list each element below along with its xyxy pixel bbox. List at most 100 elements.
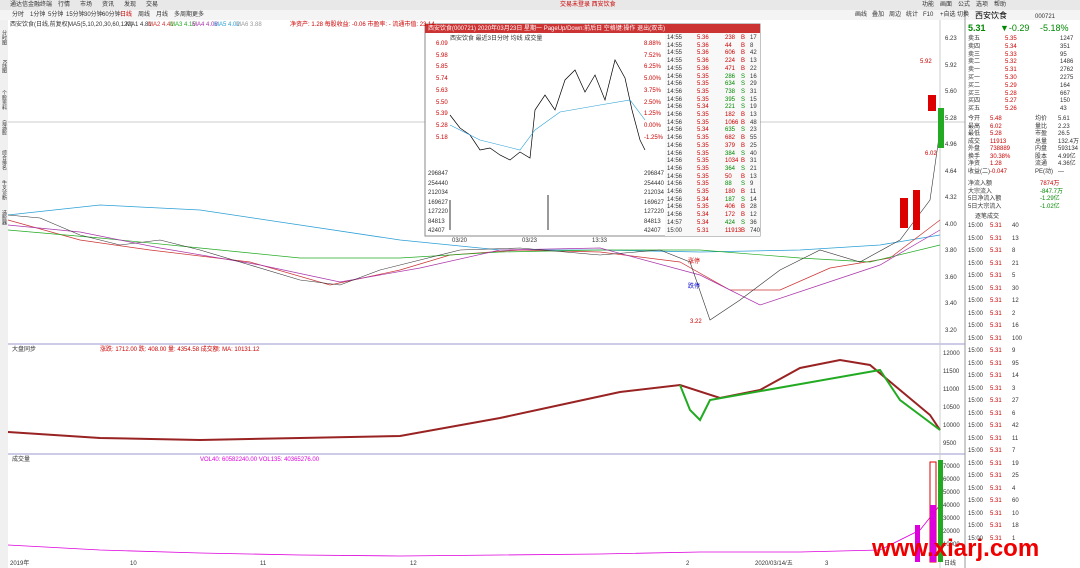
topbar-bg [0, 0, 1080, 10]
book-volume: 1247 [1060, 36, 1074, 42]
side-tab[interactable]: K线图 [1, 60, 7, 74]
tick-time: 14:56 [667, 150, 683, 157]
marker: 涨停 [688, 259, 701, 265]
y-tick-label: 3.60 [945, 274, 957, 281]
menu-item[interactable]: 画面 [940, 2, 953, 8]
period-tab[interactable]: 日线 [120, 12, 133, 18]
tick-count: 17 [750, 35, 757, 41]
price-label: 5.98 [436, 52, 448, 59]
tick-time: 14:55 [667, 65, 683, 72]
book-price: 5.34 [1005, 43, 1017, 50]
tick-price: 5.34 [697, 196, 709, 203]
candle [900, 198, 908, 228]
tool-button[interactable]: 统计 [906, 12, 919, 18]
status-text: 交易未登录 西安饮食 [560, 2, 616, 8]
trade-volume: 95 [1012, 360, 1019, 367]
menu-item[interactable]: 选项 [976, 2, 989, 8]
tick-side: B [741, 35, 746, 41]
last-price: 5.31 [968, 23, 986, 33]
side-tab[interactable]: 个股资料 [1, 90, 7, 110]
marker: 6.02 [925, 151, 937, 157]
tick-time: 14:56 [667, 96, 683, 103]
book-volume: 150 [1060, 98, 1071, 105]
trade-volume: 16 [1012, 323, 1019, 329]
bottom-tab[interactable]: 日线 [944, 561, 957, 567]
tick-price: 5.35 [697, 135, 709, 142]
period-tab[interactable]: 更多 [192, 12, 205, 18]
side-tab[interactable]: 分时图 [1, 30, 7, 45]
period-tab[interactable]: 周线 [138, 12, 151, 18]
ma-line [7, 224, 941, 306]
vol-label: 296847 [428, 171, 449, 177]
period-tab[interactable]: 1分钟 [30, 12, 46, 18]
tool-button[interactable]: +自选 [940, 12, 956, 18]
tick-price: 5.35 [697, 189, 709, 195]
period-tab[interactable]: 分时 [12, 12, 25, 18]
trade-price: 5.31 [990, 460, 1002, 467]
tick-count: 8 [750, 42, 754, 49]
menu-item[interactable]: 帮助 [994, 2, 1007, 8]
trade-volume: 30 [1012, 285, 1019, 292]
book-label: 卖一 [968, 67, 981, 74]
tick-volume: 1066 [725, 119, 739, 126]
tick-volume: 364 [725, 165, 736, 172]
trade-price: 5.31 [990, 535, 1002, 542]
tick-price: 5.36 [697, 65, 709, 72]
tick-count: 25 [750, 142, 757, 149]
trade-time: 15:00 [968, 335, 984, 342]
tool-button[interactable]: 叠加 [872, 12, 885, 18]
vol-label: 42407 [428, 228, 445, 234]
side-tab[interactable]: 牛叉诊断 [1, 180, 7, 200]
period-tab[interactable]: 多周期 [174, 12, 193, 18]
panel-title: 逐笔成交 [975, 214, 1000, 220]
tick-list-bg [665, 33, 760, 236]
tick-count: 21 [750, 165, 757, 172]
tool-button[interactable]: 切换 [957, 12, 970, 18]
tool-button[interactable]: 画线 [855, 12, 868, 18]
y-tick-label: 4.64 [945, 168, 957, 175]
stat-value: 5.48 [990, 116, 1002, 122]
menu-item[interactable]: 公式 [958, 2, 971, 8]
book-label: 买三 [968, 90, 981, 97]
menu-item[interactable]: 资讯 [102, 2, 115, 8]
menu-item[interactable]: 行情 [58, 2, 71, 8]
tick-side: S [741, 88, 746, 95]
book-price: 5.33 [1005, 51, 1017, 58]
trade-volume: 14 [1012, 373, 1019, 379]
trade-price: 5.31 [990, 298, 1002, 304]
period-tab[interactable]: 5分钟 [48, 12, 64, 18]
book-volume: 95 [1060, 51, 1067, 58]
trade-price: 5.31 [990, 348, 1002, 354]
tool-button[interactable]: 周边 [889, 12, 902, 18]
tool-button[interactable]: F10 [923, 12, 934, 18]
period-tab[interactable]: 30分钟 [84, 12, 103, 18]
trade-price: 5.31 [990, 310, 1002, 317]
period-tab[interactable]: 60分钟 [102, 12, 121, 18]
price-line [7, 129, 941, 321]
period-tab[interactable]: 月线 [156, 12, 169, 18]
stat-label: 最高 [968, 123, 981, 130]
vol-line [7, 504, 941, 557]
menu-item[interactable]: 市场 [80, 2, 93, 8]
watermark: www.xiarj.com [872, 535, 1040, 562]
menu-item[interactable]: 功能 [922, 2, 935, 8]
side-tab[interactable]: 综合排名 [1, 150, 7, 170]
menu-item[interactable]: 发现 [124, 2, 137, 8]
tick-volume: 606 [725, 50, 736, 57]
app-title: 通达信金融终端 [10, 2, 53, 8]
tick-time: 14:56 [667, 142, 683, 149]
stat-value: 5.61 [1058, 116, 1070, 122]
tick-count: 740 [750, 227, 761, 234]
book-label: 卖四 [968, 43, 981, 50]
side-tab[interactable]: 选股器 [1, 210, 7, 225]
tick-count: 23 [750, 127, 757, 134]
stat-label: 均价 [1035, 116, 1048, 122]
price-label: 5.63 [436, 87, 448, 94]
menu-item[interactable]: 交易 [146, 2, 159, 8]
tick-side: B [741, 204, 746, 211]
period-tab[interactable]: 15分钟 [66, 12, 85, 18]
tick-time: 14:56 [667, 173, 683, 180]
stat-value: -0.047 [990, 168, 1008, 175]
y-tick-label: 5.60 [945, 89, 957, 95]
side-tab[interactable]: 自选股 [1, 120, 7, 135]
